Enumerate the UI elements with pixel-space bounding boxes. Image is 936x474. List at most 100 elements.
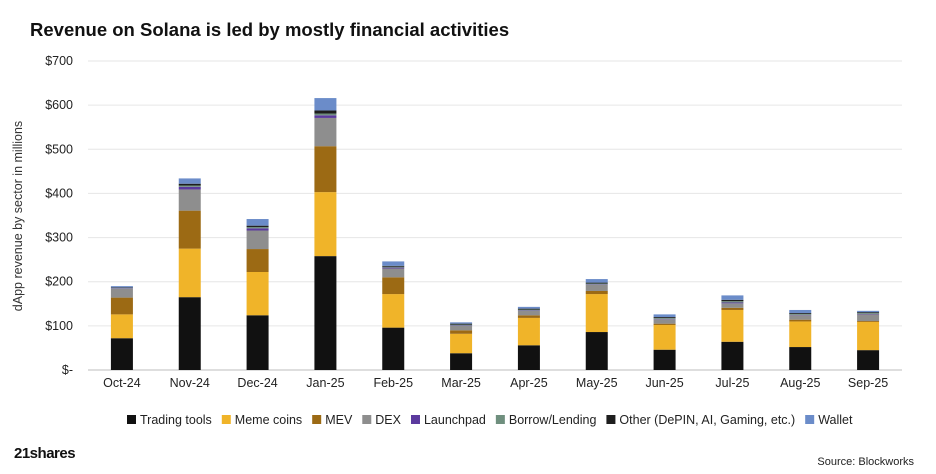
bar-segment xyxy=(246,225,269,227)
bar-segment xyxy=(789,315,812,320)
bar-segment xyxy=(382,265,405,267)
y-tick-label: $- xyxy=(62,363,73,377)
bar-segment xyxy=(721,307,744,310)
x-axis-ticks: Oct-24 Nov-24 Dec-24 Jan-25 Feb-25 Mar-25 Apr-… xyxy=(103,376,888,390)
x-tick-label: Jul-25 xyxy=(715,376,749,390)
bar-segment xyxy=(653,324,676,350)
legend-item: Borrow/Lending xyxy=(495,413,597,427)
bar-segment xyxy=(517,310,540,316)
bar-segment xyxy=(789,347,812,370)
legend-label: Launchpad xyxy=(424,413,486,427)
legend-item: Wallet xyxy=(805,413,853,427)
bar-segment xyxy=(178,186,201,190)
bar-segment xyxy=(450,324,473,326)
legend-swatch xyxy=(221,415,231,424)
bar-segment xyxy=(178,210,201,249)
bar-segment xyxy=(585,332,608,370)
bar-segment xyxy=(110,288,133,298)
bar-segment xyxy=(382,266,405,268)
bar-segment xyxy=(450,353,473,370)
bar-segment xyxy=(653,317,676,318)
bar-segment xyxy=(517,345,540,370)
y-tick-label: $100 xyxy=(45,319,73,333)
bar-segment xyxy=(382,277,405,295)
bar-segment xyxy=(857,313,880,314)
x-tick-label: Sep-25 xyxy=(848,376,888,390)
bar-segment xyxy=(246,249,269,273)
bar-segment xyxy=(314,117,337,147)
bars xyxy=(110,98,880,370)
bar-segment xyxy=(653,314,676,318)
bar-segment xyxy=(450,333,473,354)
bar-segment xyxy=(314,146,337,193)
bar-segment xyxy=(246,228,269,231)
y-tick-label: $500 xyxy=(45,142,73,156)
bar-segment xyxy=(110,314,133,339)
bar-segment xyxy=(178,185,201,187)
y-tick-label: $700 xyxy=(45,54,73,68)
legend-swatch xyxy=(127,415,136,424)
bar-segment xyxy=(178,178,201,184)
bar-segment xyxy=(857,321,880,351)
x-tick-label: Jan-25 xyxy=(306,376,344,390)
bar-segment xyxy=(585,282,608,284)
bar-segment xyxy=(246,219,269,226)
legend-label: MEV xyxy=(325,413,353,427)
legend-label: DEX xyxy=(375,413,401,427)
legend-item: Trading tools xyxy=(127,413,212,427)
brand-logo: 21shares xyxy=(14,445,76,462)
y-tick-label: $400 xyxy=(45,186,73,200)
bar-segment xyxy=(653,319,676,324)
bar-segment xyxy=(178,183,201,186)
bar-segment xyxy=(857,310,880,313)
legend-swatch xyxy=(362,415,372,424)
bar-segment xyxy=(314,115,337,118)
bar-segment xyxy=(857,312,880,314)
legend-swatch xyxy=(312,415,322,424)
bar-segment xyxy=(110,286,133,288)
bar-segment xyxy=(246,315,269,370)
gridlines xyxy=(88,60,902,371)
bar-segment xyxy=(721,295,744,300)
bar-segment xyxy=(382,268,405,278)
bar-segment xyxy=(517,309,540,311)
bar-segment xyxy=(382,294,405,328)
bar-segment xyxy=(585,290,608,295)
y-axis-ticks: $- $100 $200 $300 $400 $500 $600 $700 xyxy=(45,54,73,377)
bar-segment xyxy=(110,297,133,315)
bar-segment xyxy=(789,313,812,315)
x-tick-label: Apr-25 xyxy=(510,376,548,390)
bar-segment xyxy=(110,338,133,370)
x-tick-label: Oct-24 xyxy=(103,376,141,390)
bar-segment xyxy=(721,301,744,303)
legend-label: Borrow/Lending xyxy=(509,413,597,427)
bar-segment xyxy=(314,192,337,257)
legend-item: Other (DePIN, AI, Gaming, etc.) xyxy=(606,413,795,427)
bar-segment xyxy=(585,279,608,283)
bar-segment xyxy=(721,303,744,308)
bar-segment xyxy=(857,314,880,322)
bar-segment xyxy=(450,322,473,324)
bar-segment xyxy=(178,189,201,211)
x-tick-label: Dec-24 xyxy=(237,376,277,390)
bar-segment xyxy=(857,350,880,370)
x-tick-label: Mar-25 xyxy=(441,376,481,390)
y-axis-label: dApp revenue by sector in millions xyxy=(11,121,25,311)
legend-label: Wallet xyxy=(818,413,853,427)
x-tick-label: May-25 xyxy=(576,376,618,390)
bar-segment xyxy=(314,113,337,116)
x-tick-label: Nov-24 xyxy=(170,376,210,390)
bar-segment xyxy=(653,317,676,319)
legend-label: Trading tools xyxy=(140,413,212,427)
bar-segment xyxy=(517,306,540,309)
bar-segment xyxy=(585,283,608,285)
source-note: Source: Blockworks xyxy=(817,456,914,468)
bar-segment xyxy=(450,325,473,331)
y-tick-label: $300 xyxy=(45,231,73,245)
legend-swatch xyxy=(606,415,616,424)
bar-segment xyxy=(314,110,337,114)
x-tick-label: Aug-25 xyxy=(780,376,820,390)
bar-segment xyxy=(721,309,744,342)
bar-segment xyxy=(246,226,269,229)
